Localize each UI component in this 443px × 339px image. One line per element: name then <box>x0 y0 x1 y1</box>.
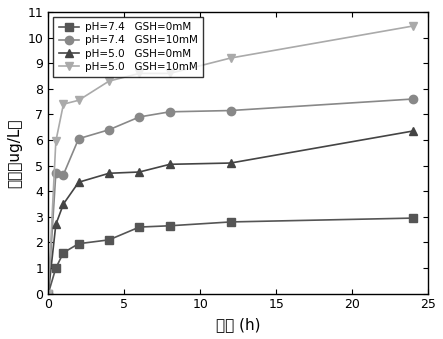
pH=7.4   GSH=0mM <box>167 224 172 228</box>
X-axis label: 时间 (h): 时间 (h) <box>216 317 260 332</box>
pH=5.0   GSH=0mM <box>410 129 416 133</box>
pH=5.0   GSH=0mM <box>46 292 51 296</box>
pH=7.4   GSH=0mM <box>137 225 142 229</box>
pH=7.4   GSH=0mM <box>106 238 112 242</box>
pH=5.0   GSH=0mM <box>53 222 58 226</box>
Line: pH=5.0   GSH=0mM: pH=5.0 GSH=0mM <box>44 127 417 298</box>
pH=7.4   GSH=0mM <box>53 266 58 270</box>
pH=7.4   GSH=10mM <box>61 173 66 177</box>
pH=5.0   GSH=10mM <box>76 98 81 102</box>
pH=5.0   GSH=10mM <box>167 72 172 76</box>
pH=7.4   GSH=10mM <box>106 128 112 132</box>
pH=5.0   GSH=10mM <box>137 72 142 76</box>
pH=7.4   GSH=10mM <box>53 171 58 175</box>
pH=5.0   GSH=0mM <box>137 170 142 174</box>
Legend: pH=7.4   GSH=0mM, pH=7.4   GSH=10mM, pH=5.0   GSH=0mM, pH=5.0   GSH=10mM: pH=7.4 GSH=0mM, pH=7.4 GSH=10mM, pH=5.0 … <box>54 17 203 77</box>
pH=7.4   GSH=0mM <box>410 216 416 220</box>
pH=7.4   GSH=10mM <box>410 97 416 101</box>
pH=7.4   GSH=0mM <box>46 292 51 296</box>
pH=7.4   GSH=0mM <box>228 220 233 224</box>
pH=5.0   GSH=10mM <box>61 102 66 106</box>
pH=7.4   GSH=0mM <box>76 242 81 246</box>
pH=7.4   GSH=10mM <box>76 137 81 141</box>
pH=5.0   GSH=10mM <box>106 79 112 83</box>
pH=5.0   GSH=10mM <box>228 56 233 60</box>
Line: pH=5.0   GSH=10mM: pH=5.0 GSH=10mM <box>44 22 417 298</box>
pH=5.0   GSH=0mM <box>61 202 66 206</box>
Line: pH=7.4   GSH=10mM: pH=7.4 GSH=10mM <box>44 95 417 298</box>
pH=5.0   GSH=10mM <box>410 24 416 28</box>
pH=5.0   GSH=0mM <box>167 162 172 166</box>
pH=7.4   GSH=10mM <box>137 115 142 119</box>
pH=7.4   GSH=10mM <box>46 292 51 296</box>
Y-axis label: 浓度（ug/L）: 浓度（ug/L） <box>7 118 22 187</box>
Line: pH=7.4   GSH=0mM: pH=7.4 GSH=0mM <box>44 214 417 298</box>
pH=7.4   GSH=10mM <box>167 110 172 114</box>
pH=5.0   GSH=10mM <box>53 139 58 143</box>
pH=5.0   GSH=0mM <box>76 180 81 184</box>
pH=5.0   GSH=0mM <box>228 161 233 165</box>
pH=7.4   GSH=0mM <box>61 251 66 255</box>
pH=7.4   GSH=10mM <box>228 108 233 113</box>
pH=5.0   GSH=0mM <box>106 171 112 175</box>
pH=5.0   GSH=10mM <box>46 292 51 296</box>
